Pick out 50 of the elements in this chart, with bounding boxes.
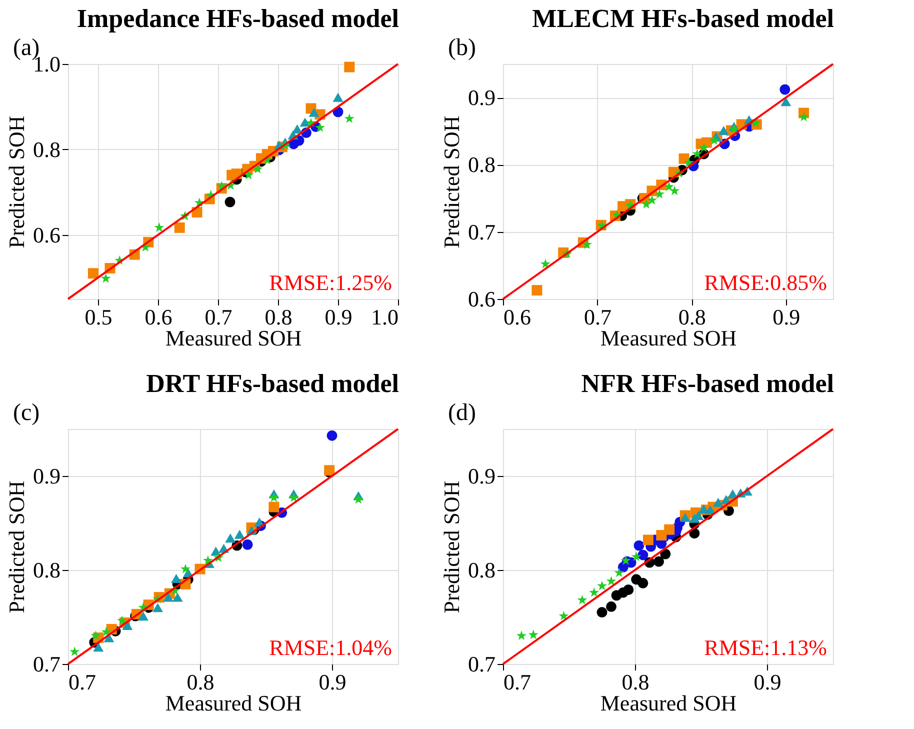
y-tick-label: 0.8	[468, 558, 496, 582]
text: (c)	[13, 400, 40, 426]
point	[88, 268, 98, 279]
x-tick-label: 0.9	[754, 670, 782, 694]
point	[292, 124, 302, 134]
x-tick-label: 0.6	[504, 304, 531, 330]
x-tick-label: 0.9	[318, 670, 346, 694]
point	[315, 122, 325, 132]
y-axis-title: Predicted SOH	[4, 480, 29, 614]
y-tick-label: 0.8	[33, 558, 60, 582]
point	[244, 170, 254, 180]
point	[174, 222, 185, 233]
annotation: RMSE:1.25%	[269, 270, 392, 295]
x-tick-label: 0.5	[84, 304, 112, 330]
point	[344, 62, 355, 72]
y-tick-label: 0.8	[33, 136, 60, 162]
point	[154, 222, 164, 232]
point	[100, 273, 111, 283]
y-tick-label: 0.6	[468, 286, 496, 312]
point	[224, 196, 236, 208]
x-tick-label: 0.7	[68, 670, 96, 694]
y-tick-label: 0.9	[468, 85, 496, 110]
x-tick-label: 1.0	[371, 304, 398, 330]
y-tick-label: 0.7	[468, 652, 496, 676]
annotation: RMSE:0.85%	[704, 270, 827, 295]
x-tick-label: 0.9	[324, 304, 352, 330]
annotation: RMSE:1.13%	[704, 635, 827, 660]
chart-title: MLECM HFs-based model	[532, 4, 834, 33]
point	[344, 113, 354, 123]
y-tick-label: 0.9	[468, 464, 496, 488]
x-tick-label: 0.7	[504, 670, 531, 694]
y-tick-label: 0.6	[33, 222, 60, 248]
y-axis-title: Predicted SOH	[439, 116, 464, 248]
chart-title: Impedance HFs-based model	[76, 4, 399, 33]
point	[332, 92, 344, 102]
text: (b)	[448, 35, 476, 61]
point	[300, 118, 310, 127]
y-axis-title: Predicted SOH	[4, 116, 29, 248]
y-axis-title: Predicted SOH	[439, 480, 464, 614]
point	[308, 108, 320, 117]
y-tick-label: 0.8	[468, 152, 496, 178]
chart-title: NFR HFs-based model	[581, 369, 834, 398]
x-tick-label: 0.9	[772, 304, 800, 330]
annotation: RMSE:1.04%	[269, 635, 392, 660]
y-tick-label: 0.7	[33, 652, 60, 676]
y-tick-label: 0.7	[468, 219, 496, 244]
point	[252, 164, 263, 174]
chart-title: DRT HFs-based model	[146, 369, 399, 398]
text: (d)	[448, 400, 476, 426]
y-tick-label: 0.9	[33, 464, 60, 488]
